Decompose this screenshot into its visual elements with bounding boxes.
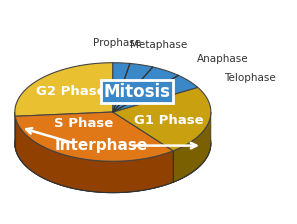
Ellipse shape (15, 94, 211, 193)
Text: Metaphase: Metaphase (130, 40, 187, 50)
Text: G1 Phase: G1 Phase (135, 114, 204, 127)
Polygon shape (15, 112, 173, 161)
Text: Mitosis: Mitosis (103, 83, 170, 101)
Polygon shape (113, 67, 178, 112)
Text: G2 Phase: G2 Phase (37, 85, 106, 98)
Text: Anaphase: Anaphase (197, 54, 248, 64)
Polygon shape (113, 75, 198, 112)
Text: Prophase: Prophase (93, 38, 141, 48)
Text: S Phase: S Phase (53, 117, 113, 130)
Polygon shape (113, 63, 130, 112)
Polygon shape (113, 63, 153, 112)
Polygon shape (173, 112, 211, 182)
Polygon shape (15, 116, 173, 193)
Text: Interphase: Interphase (54, 138, 148, 153)
Text: Telophase: Telophase (224, 73, 275, 83)
Polygon shape (15, 63, 113, 116)
Polygon shape (113, 87, 211, 151)
